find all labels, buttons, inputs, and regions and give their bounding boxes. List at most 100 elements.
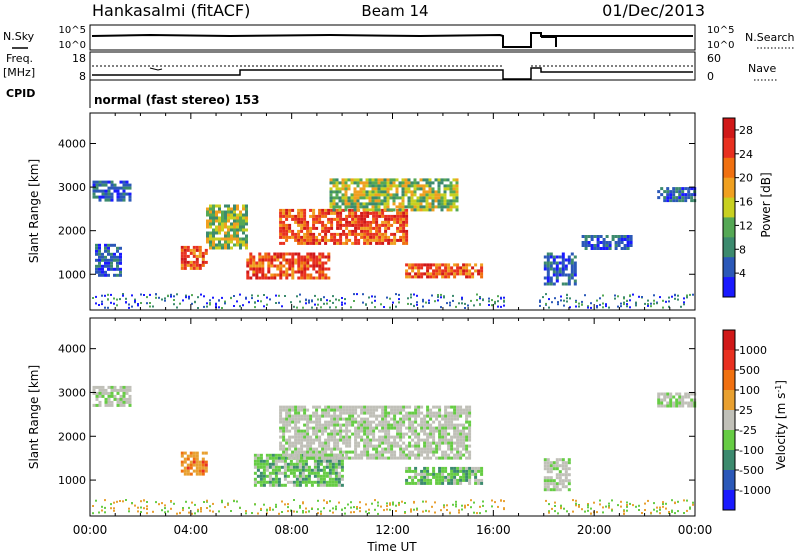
velocity-cell: [465, 466, 469, 470]
power-cell: [411, 263, 415, 267]
velocity-cell: [390, 435, 394, 439]
velocity-cell: [285, 441, 289, 445]
velocity-cell: [423, 444, 427, 448]
power-ground-cell: [371, 295, 373, 298]
power-cell: [341, 196, 345, 200]
power-ground-cell: [449, 301, 451, 304]
velocity-cell: [128, 388, 132, 392]
power-cell: [294, 214, 298, 218]
power-cell: [297, 220, 301, 224]
velocity-ground-cell: [620, 500, 622, 503]
power-cell: [384, 238, 388, 242]
power-cell: [332, 181, 336, 185]
power-cell: [291, 232, 295, 236]
noise-tick-bottom: 10^0: [59, 40, 86, 51]
power-cell: [113, 243, 116, 247]
power-cell: [198, 248, 202, 252]
velocity-cell: [333, 441, 337, 445]
power-cell: [413, 205, 417, 209]
velocity-cell: [285, 408, 289, 412]
power-cell: [371, 190, 375, 194]
velocity-cell: [660, 401, 664, 405]
power-cell: [321, 223, 325, 227]
power-cell: [405, 220, 409, 224]
velocity-cell: [95, 394, 99, 398]
velocity-cell: [327, 408, 331, 412]
power-cell: [392, 196, 396, 200]
power-cell: [422, 184, 426, 188]
power-cell: [312, 211, 316, 215]
velocity-cell: [381, 423, 385, 427]
velocity-y-label: Slant Range [km]: [27, 365, 41, 469]
power-cell: [570, 258, 574, 262]
velocity-cell: [110, 400, 114, 404]
power-cell: [351, 229, 355, 233]
power-cell: [291, 267, 295, 271]
velocity-ground-cell: [131, 502, 133, 504]
velocity-ground-cell: [572, 510, 574, 513]
velocity-cell: [411, 411, 415, 415]
velocity-cell: [411, 414, 415, 418]
velocity-cell: [468, 426, 472, 430]
velocity-cell: [393, 453, 397, 457]
velocity-cell: [432, 472, 436, 476]
velocity-cell: [426, 472, 430, 476]
velocity-cell: [110, 394, 114, 398]
power-cell: [357, 220, 361, 224]
velocity-cell: [316, 483, 320, 487]
velocity-cell: [402, 435, 406, 439]
velocity-cell: [291, 444, 295, 448]
velocity-colorbar-frame: [722, 329, 736, 511]
velocity-ground-cell: [386, 502, 388, 505]
power-ground-cell: [557, 303, 559, 306]
power-cell: [224, 234, 227, 238]
power-cell: [186, 248, 190, 252]
velocity-ground-cell: [221, 499, 223, 502]
velocity-cell: [378, 423, 382, 427]
velocity-cell: [462, 478, 466, 482]
power-cell: [110, 186, 114, 190]
power-cell: [359, 205, 363, 209]
velocity-cell: [387, 423, 391, 427]
velocity-cell: [546, 464, 550, 468]
power-cell: [377, 196, 381, 200]
power-cell: [342, 232, 346, 236]
power-cell: [204, 251, 208, 255]
power-ground-cell: [488, 297, 490, 300]
power-cell: [626, 244, 630, 247]
velocity-cell: [456, 426, 460, 430]
power-cell: [383, 193, 387, 197]
power-cell: [605, 235, 609, 238]
power-cell: [212, 207, 215, 211]
velocity-cell: [192, 451, 196, 455]
velocity-cell: [369, 444, 373, 448]
power-cell: [261, 255, 265, 259]
velocity-ground-cell: [176, 512, 178, 515]
velocity-cell: [312, 429, 316, 433]
power-cell: [186, 254, 190, 258]
velocity-colorbar-label-exp: -1: [774, 385, 783, 393]
power-cell: [119, 246, 122, 250]
power-cell: [434, 193, 438, 197]
power-cell: [116, 246, 119, 250]
velocity-ground-cell: [587, 504, 589, 507]
power-cell: [242, 213, 245, 217]
velocity-cell: [450, 456, 454, 460]
power-cell: [549, 282, 553, 286]
power-cell: [422, 208, 426, 212]
power-ground-cell: [674, 293, 676, 296]
velocity-cell: [101, 391, 105, 395]
velocity-cell: [441, 441, 445, 445]
power-cell: [443, 178, 447, 182]
power-cell: [303, 273, 307, 277]
power-ground-cell: [641, 296, 643, 298]
power-cell: [362, 202, 366, 206]
noise-search-label: N.Search: [745, 31, 795, 44]
power-cell: [465, 275, 469, 279]
velocity-cell: [399, 411, 403, 415]
power-cell: [206, 225, 209, 229]
power-ground-cell: [584, 294, 586, 297]
power-cell: [195, 266, 199, 270]
velocity-cell: [253, 465, 257, 469]
